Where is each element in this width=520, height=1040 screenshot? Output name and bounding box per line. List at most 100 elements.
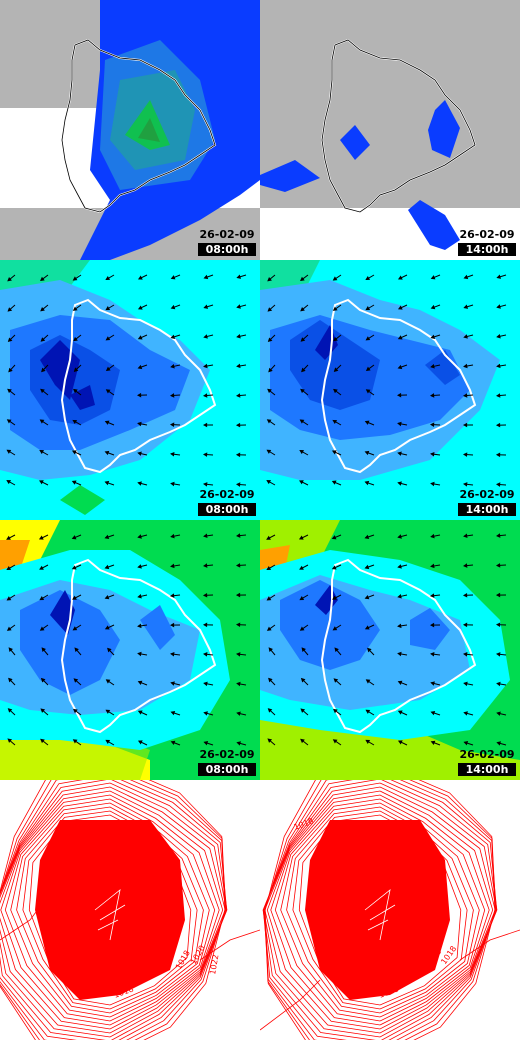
wind-arrow-head (235, 482, 241, 487)
wind-arrow-head (333, 678, 339, 683)
wind-arrow-head (266, 596, 272, 601)
wind-arrow-head (39, 626, 45, 631)
wind-arrow-head (397, 305, 403, 310)
wind-arrow-head (170, 451, 175, 457)
wind-arrow-head (170, 533, 175, 539)
precip-map-0800: 26-02-09 08:00h (0, 0, 260, 260)
wind-arrow-head (39, 480, 44, 485)
wind-arrow-head (365, 389, 371, 394)
forecast-time: 08:00h (198, 503, 256, 516)
forecast-time: 14:00h (458, 503, 516, 516)
wind-arrow-head (6, 596, 12, 601)
wind-arrow-head (137, 534, 142, 539)
wind-arrow-head (332, 419, 338, 425)
wind-arrow-head (170, 481, 175, 487)
wind-arrow-head (235, 592, 241, 598)
wind-arrow-head (6, 419, 12, 424)
wind-arrow-head (104, 480, 110, 486)
wind-arrow-head (397, 651, 402, 657)
wind-arrow-head (495, 622, 501, 628)
wind-arrow-head (170, 710, 176, 716)
wind-arrow-head (430, 533, 435, 539)
forecast-date: 26-02-09 (199, 488, 255, 501)
isobar-line (0, 780, 227, 1040)
wind-arrow-head (266, 626, 272, 631)
wind-arrow-head (7, 307, 13, 312)
wind-arrow-head (137, 651, 142, 657)
wind-arrow-head (38, 535, 44, 540)
isobar-line (263, 780, 497, 1040)
wind-arrow-head (300, 738, 305, 744)
timestamp: 26-02-09 14:00h (458, 228, 516, 256)
wind-arrow-head (365, 275, 371, 281)
wind-arrow-head (137, 594, 142, 599)
wind-arrow-head (365, 306, 371, 311)
wind-arrow-head (300, 337, 306, 342)
wind-arrow-head (364, 594, 370, 600)
wind-arrow-head (137, 305, 143, 310)
wind-arrow-head (299, 480, 304, 485)
wind-arrow-head (170, 681, 175, 686)
wind-arrow-head (40, 388, 45, 394)
wind-arrow-head (7, 388, 12, 394)
wind-arrow-head (39, 565, 44, 570)
wind-arrow-head (332, 739, 338, 744)
forecast-date: 26-02-09 (459, 228, 515, 241)
isobar-line (459, 929, 520, 961)
wind-arrow-head (170, 334, 176, 339)
wind-arrow-head (73, 336, 78, 342)
isobar-line (262, 780, 498, 1040)
wind-arrow-head (136, 392, 142, 398)
wind-arrow-head (266, 449, 272, 454)
wind-arrow-head (333, 336, 338, 342)
wind-arrow-head (430, 275, 436, 280)
wind-arrow-head (365, 336, 371, 341)
wind-arrow-head (236, 533, 241, 538)
wind-arrow-head (203, 563, 208, 568)
wind-arrow-head (300, 306, 305, 312)
wind-arrow-head (104, 534, 110, 540)
wind-arrow-head (430, 451, 435, 457)
wind-arrow-head (397, 623, 402, 629)
wind-arrow-head (72, 626, 78, 631)
wind-arrow-head (202, 452, 208, 457)
wind-arrow-head (7, 337, 13, 343)
wind-arrow-head (6, 565, 12, 571)
wind-arrow-head (496, 652, 501, 657)
wind-arrow-head (463, 274, 469, 280)
wind-arrow-head (463, 563, 468, 568)
isobar-line (4, 798, 216, 1022)
wind-arrow-head (137, 335, 143, 340)
wind-arrow-head (170, 563, 175, 569)
wind-arrow-head (137, 364, 143, 370)
wind-arrow-head (299, 596, 305, 601)
wind-arrow-head (462, 452, 468, 457)
wind-arrow-head (170, 593, 175, 598)
wind-arrow-head (463, 482, 468, 487)
wind-arrow-head (170, 275, 176, 280)
wind-arrow-head (105, 389, 111, 394)
wind-arrow-head (299, 565, 304, 570)
wind-arrow-head (364, 564, 370, 570)
wind-arrow-head (203, 482, 208, 487)
wind-arrow-head (496, 363, 501, 369)
wind-arrow-head (299, 276, 305, 282)
forecast-time: 08:00h (198, 763, 256, 776)
wind-arrow-head (73, 678, 79, 683)
wind-arrow-head (397, 740, 403, 745)
wind-map-surface-1400: 26-02-09 14:00h (260, 260, 520, 520)
wind-arrow-head (365, 739, 371, 744)
wind-arrow-head (397, 421, 402, 427)
wind-arrow-head (495, 482, 501, 487)
wind-arrow-head (137, 740, 143, 745)
wind-arrow-head (107, 647, 112, 653)
wind-arrow-head (202, 393, 208, 398)
wind-arrow-head (137, 421, 142, 427)
wind-map-upper-0800: 26-02-09 08:00h (0, 520, 260, 780)
precip-map-1400: 26-02-09 14:00h (260, 0, 520, 260)
wind-arrow-head (430, 593, 435, 598)
wind-arrow-head (235, 422, 241, 428)
wind-arrow-head (6, 626, 12, 631)
wind-arrow-head (39, 596, 45, 601)
wind-arrow-head (397, 680, 403, 685)
